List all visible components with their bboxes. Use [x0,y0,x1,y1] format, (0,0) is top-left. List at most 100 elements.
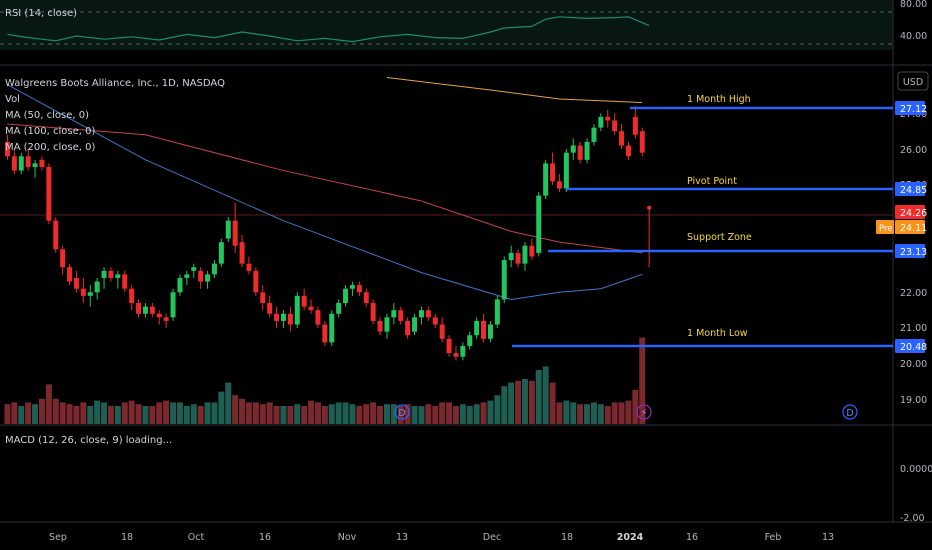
macd-tick: -2.00 [900,513,925,524]
candle-body [67,267,73,282]
volume-bar [508,382,515,424]
volume-bar [163,400,170,424]
volume-bar [287,406,294,424]
volume-bar [294,404,301,424]
volume-bar [335,402,342,424]
candle-body [370,303,376,321]
rsi-label: RSI (14, close) [5,8,77,19]
time-tick: Nov [338,532,357,543]
time-tick: 16 [259,532,271,543]
volume-bar [280,406,287,424]
candle-body [391,310,397,318]
volume-bar [59,402,66,424]
volume-bar [383,404,390,424]
candle-body [639,131,645,153]
candle-body [336,303,342,314]
candle-body [101,270,107,278]
pre-market-label: Pre [879,224,893,234]
volume-bar [390,404,397,424]
volume-bar [535,370,542,424]
candle-body [356,285,362,293]
candle-body [536,195,542,253]
dividend-marker[interactable]: D [394,404,410,420]
currency-button[interactable] [897,71,929,91]
volume-bar [32,404,39,424]
candle-body [612,120,618,132]
level-label: Support Zone [687,232,752,243]
candle-body [218,242,224,264]
candles [4,106,652,361]
volume-bar [349,404,356,424]
candle-body [632,116,638,135]
level-tag-value: 24.85 [900,185,927,196]
volume-bar [190,404,197,424]
candle-body [529,245,535,257]
volume-bar [170,402,177,424]
time-tick: 18 [561,532,573,543]
level-tag [895,339,925,353]
volume-bar [259,404,266,424]
volume-bar [618,402,625,424]
candle-body [349,285,355,289]
volume-bar [80,402,87,424]
rsi-tick: 80.00 [900,0,927,10]
volume-bar [52,398,59,424]
volume-bar [432,406,439,424]
candle-body [87,292,93,296]
candle-body [73,277,79,289]
candle-body [625,145,631,157]
volume-bar [466,406,473,424]
ma50-line [7,84,643,300]
candle-body [25,156,31,167]
volume-bar [66,404,73,424]
candle-body [619,131,625,146]
volume-bar [107,406,114,424]
candle-body [570,145,576,153]
candle-body [170,292,176,318]
price-tick: 21.00 [900,323,927,334]
earnings-marker[interactable]: ⚡ [636,404,652,420]
volume-bar [156,402,163,424]
volume-bar [101,402,108,424]
time-tick-year: 2024 [617,532,644,543]
time-tick: Oct [188,532,205,543]
volume-bar [314,402,321,424]
volume-bar [328,404,335,424]
candle-body [405,320,411,336]
volume-bar [611,402,618,424]
candle-body [211,263,217,275]
volume-bar [597,404,604,424]
currency-label: USD [903,77,923,88]
level-tag [895,101,925,115]
candle-body [494,299,500,325]
candle-body [363,292,369,304]
candle-body [591,127,597,142]
time-tick: 16 [686,532,698,543]
volume-bar [632,389,639,424]
dividend-marker-label: D [846,408,853,419]
candle-body [198,270,204,282]
candle-body [515,252,521,264]
candle-body [343,288,349,304]
volume-bar [301,406,308,424]
volume-bar [204,402,211,424]
price-tick: 22.00 [900,288,927,299]
candle-body [191,267,197,271]
pre-market-tag [895,220,925,234]
level-tag-value: 27.12 [900,104,927,115]
volume-bar [480,402,487,424]
level-label: 1 Month Low [687,328,748,339]
volume-bar [211,402,218,424]
volume-bar [377,406,384,424]
volume-bar [404,404,411,424]
candle-body [418,310,424,318]
candle-body [474,320,480,336]
candle-body [425,310,431,318]
candle-body [453,353,459,357]
dividend-marker[interactable]: D [842,404,858,420]
volume-bar [370,402,377,424]
volume-bar [473,404,480,424]
candle-body [329,313,335,343]
volume-bar [149,406,156,424]
